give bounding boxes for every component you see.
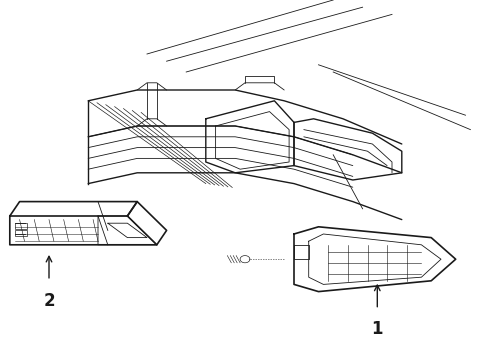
- Bar: [15, 223, 27, 229]
- Text: 2: 2: [43, 292, 55, 310]
- Text: 1: 1: [371, 320, 383, 338]
- Bar: [15, 230, 27, 236]
